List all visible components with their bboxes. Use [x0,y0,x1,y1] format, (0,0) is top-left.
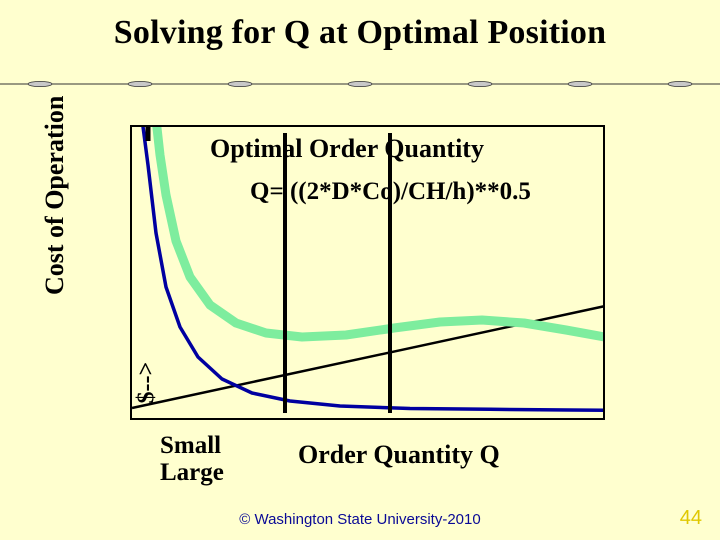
x-axis-label: Order Quantity Q [298,440,500,470]
y-axis-label: Cost of Operation [40,96,70,295]
footer-copyright: © Washington State University-2010 [0,511,720,528]
x-range-label: Small Large [160,432,224,486]
page-number: 44 [680,507,702,530]
chart-area [130,125,605,420]
chart-frame [130,125,605,420]
slide-title: Solving for Q at Optimal Position [0,14,720,52]
small-label: Small [160,432,224,459]
large-label: Large [160,459,224,486]
title-separator [0,80,720,88]
dollar-arrow-label: $--> [134,362,161,404]
